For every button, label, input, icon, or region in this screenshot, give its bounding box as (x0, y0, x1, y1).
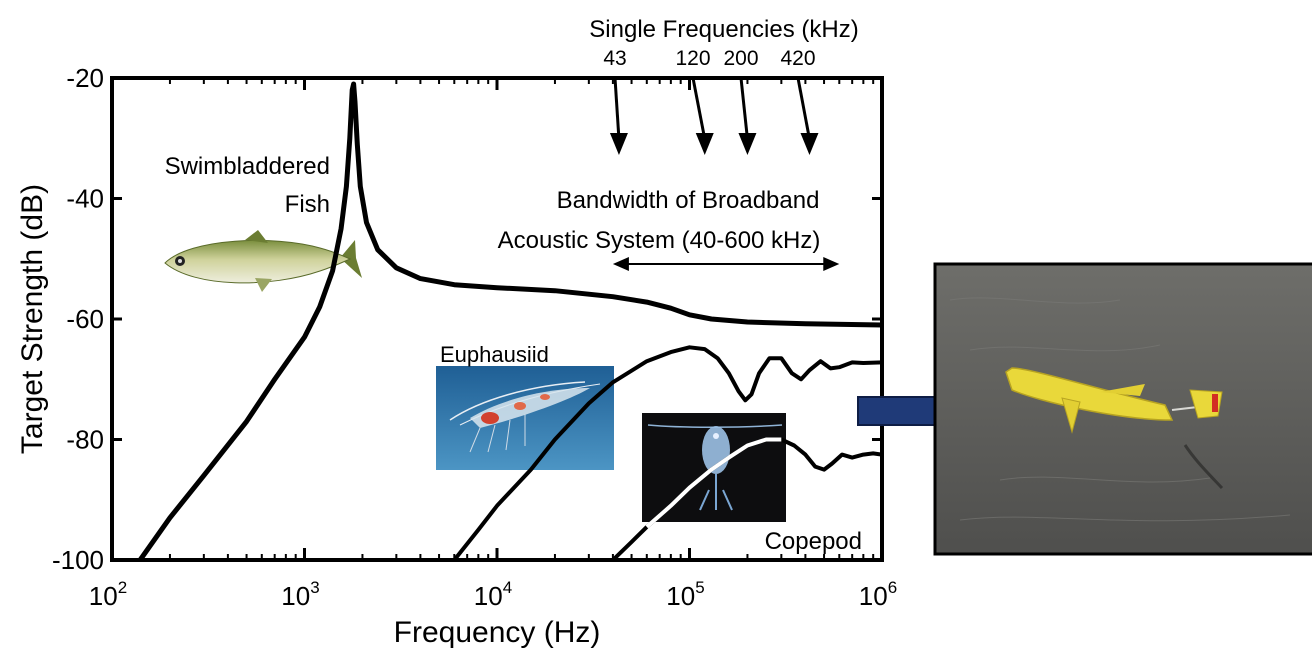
single-frequency-arrow-head (609, 133, 628, 155)
euphausiid-label: Euphausiid (440, 342, 549, 367)
euphausiid-photo (436, 366, 614, 470)
single-frequency-arrow-head (800, 133, 819, 155)
glider-photo (933, 262, 1312, 556)
x-tick-label: 106 (859, 578, 897, 611)
y-ticks: -20 -40 -60 -80 -100 (52, 63, 882, 575)
y-tick-label: -60 (66, 304, 104, 334)
single-frequency-label: 120 (675, 47, 710, 70)
y-tick-label: -40 (66, 184, 104, 214)
y-tick-label: -20 (66, 63, 104, 93)
fish-label-line2: Fish (285, 191, 330, 218)
y-tick-label: -100 (52, 545, 104, 575)
fish-label-line1: Swimbladdered (165, 153, 330, 180)
bandwidth-label-line2: Acoustic System (40-600 kHz) (498, 227, 821, 254)
single-frequency-arrow-head (738, 133, 757, 155)
series-line-swimbladdered-fish (138, 81, 882, 560)
single-frequency-arrow-shaft (739, 77, 749, 140)
single-frequency-arrows: 43 120 200 420 (603, 47, 819, 155)
series-line-copepod-highlight (645, 437, 782, 529)
fish-illustration (164, 230, 362, 292)
single-frequency-label: 420 (780, 47, 815, 70)
single-frequency-arrow-shaft (691, 77, 707, 140)
x-tick-label: 105 (666, 578, 704, 611)
single-frequency-arrow-shaft (796, 77, 811, 140)
bandwidth-arrow (612, 257, 840, 271)
x-tick-label: 103 (281, 578, 319, 611)
single-frequency-arrow-head (695, 133, 714, 155)
x-tick-label: 104 (474, 578, 512, 611)
single-frequencies-title: Single Frequencies (kHz) (589, 16, 858, 43)
series-line-euphausiid (452, 345, 882, 560)
x-ticks: 102 103 104 105 106 (89, 78, 897, 611)
copepod-label: Copepod (765, 528, 862, 555)
bandwidth-label-line1: Bandwidth of Broadband (557, 187, 820, 214)
x-tick-label: 102 (89, 578, 127, 611)
single-frequency-label: 200 (723, 47, 758, 70)
y-tick-label: -80 (66, 425, 104, 455)
single-frequency-arrow-shaft (613, 77, 621, 140)
y-axis-label: Target Strength (dB) (16, 184, 49, 454)
copepod-photo (642, 413, 786, 522)
single-frequency-label: 43 (603, 47, 626, 70)
x-axis-label: Frequency (Hz) (394, 616, 601, 648)
